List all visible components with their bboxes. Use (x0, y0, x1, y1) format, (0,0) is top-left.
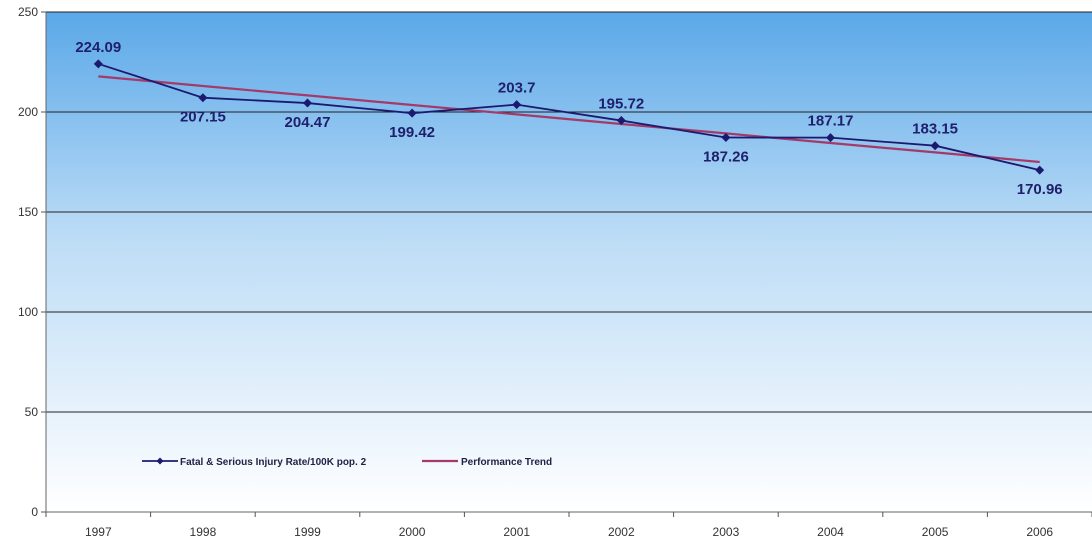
x-tick-label: 2002 (608, 525, 635, 539)
legend-marker-icon (156, 457, 164, 465)
y-tick-label: 150 (18, 205, 38, 219)
x-tick-label: 1998 (190, 525, 217, 539)
data-label: 187.26 (703, 148, 749, 165)
x-tick-label: 2003 (713, 525, 740, 539)
data-label: 199.42 (389, 124, 435, 141)
x-tick-label: 2004 (817, 525, 844, 539)
data-point-marker (303, 98, 312, 108)
data-label: 204.47 (285, 114, 331, 131)
y-tick-label: 50 (25, 405, 39, 419)
data-point-marker (407, 108, 417, 118)
data-point-marker (198, 93, 208, 103)
axes: 0 50 100 150 200 250 1997 1998 1999 2000 2001 2002 2… (18, 5, 1092, 539)
y-tick-label: 200 (18, 105, 38, 119)
legend: Fatal & Serious Injury Rate/100K pop. 2 P… (142, 457, 552, 468)
data-label: 207.15 (180, 109, 226, 126)
data-label: 183.15 (912, 121, 958, 138)
x-tick-label: 1999 (294, 525, 321, 539)
legend-label-injury-rate: Fatal & Serious Injury Rate/100K pop. 2 (180, 457, 367, 468)
data-label: 170.96 (1017, 181, 1063, 198)
x-tick-label: 2006 (1026, 525, 1053, 539)
data-label: 195.72 (598, 96, 644, 113)
x-tick-label: 2000 (399, 525, 426, 539)
series-line-injury-rate (98, 62, 1040, 171)
data-point-marker (930, 141, 940, 151)
data-point-marker (512, 100, 522, 110)
data-point-marker (616, 116, 626, 126)
data-point-marker (826, 133, 835, 143)
y-tick-label: 0 (31, 505, 38, 519)
y-tick-label: 250 (18, 5, 38, 19)
data-label: 187.17 (808, 113, 854, 130)
data-label: 224.09 (75, 39, 121, 56)
data-point-marker (1035, 165, 1045, 175)
x-tick-label: 2005 (922, 525, 949, 539)
legend-label-performance-trend: Performance Trend (461, 457, 552, 468)
data-point-marker (93, 59, 103, 69)
data-label: 203.7 (498, 80, 536, 97)
series (93, 59, 1045, 175)
y-tick-label: 100 (18, 305, 38, 319)
data-point-marker (721, 132, 731, 142)
series-line-performance-trend (98, 75, 1040, 164)
plot-area (46, 12, 1092, 512)
data-labels: 224.09 207.15 204.47 199.42 203.7 195.72 187.2… (75, 39, 1062, 198)
x-tick-label: 1997 (85, 525, 112, 539)
x-tick-label: 2001 (503, 525, 530, 539)
